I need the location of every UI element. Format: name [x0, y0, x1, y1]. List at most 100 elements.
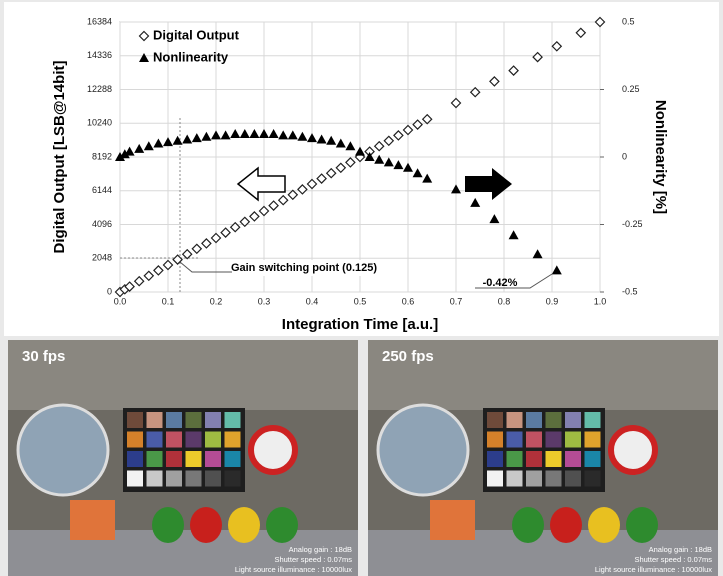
y-tick-label: 16384: [87, 16, 112, 26]
photo-checker-patch: [225, 432, 241, 448]
photo-scale: [251, 428, 295, 472]
y-tick-label: 2048: [92, 253, 112, 263]
photo-checker-patch: [585, 451, 601, 467]
photo-checker-patch: [225, 412, 241, 428]
photo-checker-patch: [166, 471, 182, 487]
photo-checker-patch: [585, 432, 601, 448]
photo-label: 250 fps: [382, 348, 434, 365]
photo-pepper: [152, 507, 184, 543]
photo-scale: [611, 428, 655, 472]
annotation: Gain switching point (0.125): [231, 262, 377, 274]
photo-checker-patch: [565, 451, 581, 467]
legend-label: Digital Output: [153, 27, 240, 42]
photo-checker-patch: [487, 451, 503, 467]
photo-checker-patch: [147, 471, 163, 487]
photo-checker-patch: [186, 432, 202, 448]
photo-checker-patch: [205, 412, 221, 428]
y-tick-label: 6144: [92, 185, 112, 195]
photo-caption: Light source illuminance : 10000lux: [595, 565, 712, 574]
page: Digital Output [LSB@14bit] Nonlinearity …: [0, 0, 723, 576]
photo-checker-patch: [526, 471, 542, 487]
photo-fan: [378, 405, 468, 495]
photo-checker-patch: [127, 471, 143, 487]
annotation: -0.42%: [483, 277, 518, 289]
y2-tick-label: 0: [622, 151, 627, 161]
photo-checker-patch: [127, 412, 143, 428]
photo-checker-patch: [546, 471, 562, 487]
y2-axis-title: Nonlinearity [%]: [652, 100, 669, 214]
photo-caption: Analog gain : 18dB: [649, 545, 712, 554]
photo-checker-patch: [565, 471, 581, 487]
photo-checker-patch: [147, 432, 163, 448]
photo-checker-patch: [166, 451, 182, 467]
photo-checker-patch: [585, 412, 601, 428]
photo-caption: Shutter speed : 0.07ms: [274, 555, 352, 564]
photo-checker-patch: [487, 471, 503, 487]
photo-pepper: [550, 507, 582, 543]
x-tick-label: 0.7: [450, 296, 463, 306]
photo-checker-patch: [225, 471, 241, 487]
photo-checker-patch: [487, 412, 503, 428]
x-tick-label: 0.0: [114, 296, 127, 306]
photo-checker-patch: [205, 451, 221, 467]
y2-tick-label: -0.5: [622, 286, 638, 296]
photo-label: 30 fps: [22, 348, 65, 365]
photo-checker-patch: [507, 471, 523, 487]
x-axis-title: Integration Time [a.u.]: [282, 316, 438, 333]
photo-checker-patch: [526, 432, 542, 448]
photo-checker-patch: [526, 451, 542, 467]
photo-checker-patch: [127, 451, 143, 467]
photo-checker-patch: [507, 451, 523, 467]
photo-checker-patch: [546, 412, 562, 428]
y2-tick-label: 0.5: [622, 16, 635, 26]
x-tick-label: 0.6: [402, 296, 415, 306]
y-tick-label: 10240: [87, 118, 112, 128]
photo-checker-patch: [546, 451, 562, 467]
x-tick-label: 0.3: [258, 296, 271, 306]
photo-checker-patch: [526, 412, 542, 428]
photo-checker-patch: [186, 471, 202, 487]
photo-pepper: [512, 507, 544, 543]
photo-checker-patch: [186, 451, 202, 467]
y-tick-label: 4096: [92, 219, 112, 229]
x-tick-label: 0.5: [354, 296, 367, 306]
photo-checker-patch: [507, 412, 523, 428]
x-tick-label: 0.2: [210, 296, 223, 306]
photo-checker-patch: [186, 412, 202, 428]
photo-pepper: [228, 507, 260, 543]
y2-tick-label: -0.25: [622, 219, 643, 229]
photo-checker-patch: [127, 432, 143, 448]
photo-box: [430, 500, 475, 540]
photo-fan: [18, 405, 108, 495]
y-tick-label: 0: [107, 286, 112, 296]
photo-checker-patch: [205, 432, 221, 448]
photo-checker-patch: [585, 471, 601, 487]
photo-caption: Light source illuminance : 10000lux: [235, 565, 352, 574]
photo-checker-patch: [166, 412, 182, 428]
photo-checker-patch: [166, 432, 182, 448]
photo-checker-patch: [565, 432, 581, 448]
x-tick-label: 1.0: [594, 296, 607, 306]
photo-checker-patch: [225, 451, 241, 467]
x-tick-label: 0.9: [546, 296, 559, 306]
legend-label: Nonlinearity: [153, 49, 229, 64]
y-tick-label: 12288: [87, 84, 112, 94]
y-tick-label: 8192: [92, 151, 112, 161]
photo-checker-patch: [565, 412, 581, 428]
x-tick-label: 0.8: [498, 296, 511, 306]
x-tick-label: 0.1: [162, 296, 175, 306]
photo-pepper: [626, 507, 658, 543]
y2-tick-label: 0.25: [622, 84, 640, 94]
y-axis-title: Digital Output [LSB@14bit]: [51, 61, 68, 254]
photo-checker-patch: [487, 432, 503, 448]
photo-checker-patch: [205, 471, 221, 487]
photo-checker-patch: [546, 432, 562, 448]
y-tick-label: 14336: [87, 50, 112, 60]
photo-box: [70, 500, 115, 540]
photo-checker-patch: [507, 432, 523, 448]
photo-pepper: [190, 507, 222, 543]
photo-pepper: [588, 507, 620, 543]
photo-checker-patch: [147, 451, 163, 467]
x-tick-label: 0.4: [306, 296, 319, 306]
photo-pepper: [266, 507, 298, 543]
